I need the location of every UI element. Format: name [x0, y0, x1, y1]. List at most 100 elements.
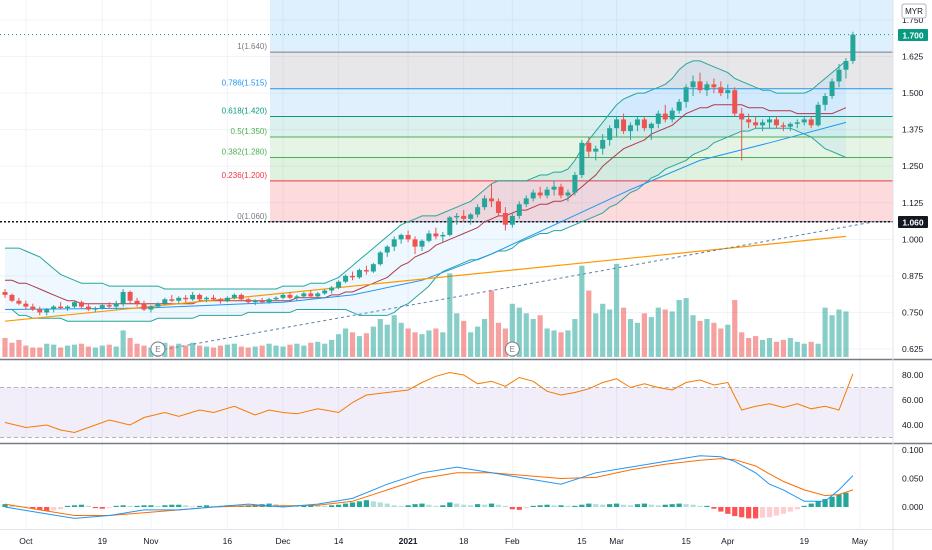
macd-histogram-bar [551, 505, 557, 507]
volume-bar [627, 319, 634, 357]
last-price-label: 1.700 [902, 31, 924, 41]
volume-bar [329, 339, 335, 357]
volume-bar [544, 328, 550, 357]
candle [801, 116, 807, 126]
earnings-marker[interactable]: E [504, 341, 520, 357]
candle [148, 305, 154, 313]
macd-histogram-bar [370, 501, 376, 507]
volume-bar [620, 307, 627, 357]
candle [51, 305, 57, 313]
volume-bar [509, 303, 515, 357]
fib-zone-extension [270, 0, 893, 53]
macd-histogram-bar [558, 505, 564, 507]
volume-bar [294, 343, 300, 357]
macd-histogram-bar [85, 505, 91, 507]
volume-bar [746, 338, 752, 357]
macd-histogram-bar [537, 505, 543, 507]
candle [537, 186, 543, 199]
volume-bar [99, 345, 105, 357]
candle [836, 63, 842, 88]
macd-histogram-bar [565, 505, 571, 507]
macd-histogram-bar [530, 505, 536, 507]
volume-bar [183, 345, 189, 357]
volume-bar [342, 328, 349, 357]
y-tick-label: 0.750 [902, 307, 924, 317]
candle [440, 232, 446, 243]
candle [405, 230, 411, 243]
volume-bar [210, 347, 217, 357]
macd-histogram-bar [203, 505, 210, 507]
macd-panel [0, 442, 932, 530]
currency-label: MYR [905, 7, 923, 16]
candle [628, 122, 633, 140]
candle [773, 116, 779, 129]
macd-histogram-bar [210, 505, 217, 507]
candle [551, 180, 557, 196]
candle [44, 308, 50, 316]
volume-bar [690, 315, 696, 357]
candle [106, 302, 112, 309]
candle [767, 116, 772, 129]
volume-bar [44, 343, 50, 357]
candle [482, 195, 488, 211]
currency-badge[interactable]: MYR [901, 3, 927, 19]
volume-bar [106, 344, 112, 357]
volume-bar [759, 339, 766, 357]
volume-bar [718, 328, 724, 357]
x-tick-label: 15 [681, 536, 691, 546]
candle [648, 122, 654, 140]
candle [204, 296, 210, 303]
volume-bar [287, 344, 293, 357]
macd-histogram-bar [148, 505, 154, 507]
fib-zone [270, 116, 893, 137]
candle [454, 213, 460, 225]
macd-histogram-bar [64, 505, 71, 507]
macd-histogram-bar [329, 505, 335, 507]
macd-histogram-bar [412, 504, 418, 507]
candle [211, 294, 216, 301]
candle [190, 291, 196, 301]
volume-bar [711, 322, 717, 357]
macd-histogram-bar [586, 503, 592, 507]
macd-histogram-bar [627, 505, 634, 507]
volume-bar [495, 322, 502, 357]
volume-bar [766, 338, 773, 357]
candle [447, 215, 453, 237]
candle [697, 72, 703, 94]
candle [753, 116, 759, 129]
macd-histogram-bar [342, 503, 349, 507]
macd-histogram-bar [127, 505, 133, 507]
y-tick-label: 1.125 [902, 198, 924, 208]
volume-bar [551, 330, 557, 357]
macd-histogram-bar [780, 507, 786, 514]
candle [350, 271, 355, 281]
volume-bar [454, 313, 460, 357]
candle [78, 300, 84, 309]
macd-histogram-bar [801, 505, 807, 507]
candle [544, 186, 550, 199]
macd-histogram-bar [690, 504, 696, 507]
fib-level-label: 0.786(1.515) [222, 79, 268, 88]
volume-bar [600, 303, 606, 357]
candle [419, 239, 425, 252]
volume-bar [669, 311, 675, 357]
candle [634, 116, 640, 132]
volume-bar [662, 309, 668, 357]
candle [558, 183, 564, 199]
trend-line[interactable] [157, 221, 874, 351]
macd-histogram-bar [655, 505, 661, 507]
candle [502, 207, 508, 231]
volume-bar [224, 344, 230, 357]
volume-bar [37, 347, 43, 357]
x-tick-label: 19 [800, 536, 810, 546]
volume-bar [391, 315, 397, 357]
macd-histogram-bar [30, 507, 36, 509]
candle [30, 303, 36, 311]
candle [398, 233, 404, 244]
earnings-marker[interactable]: E [150, 341, 166, 357]
candle [266, 297, 272, 304]
macd-histogram-bar [516, 507, 522, 510]
volume-bar [377, 319, 383, 357]
candle [363, 265, 369, 275]
macd-histogram-bar [23, 506, 29, 508]
